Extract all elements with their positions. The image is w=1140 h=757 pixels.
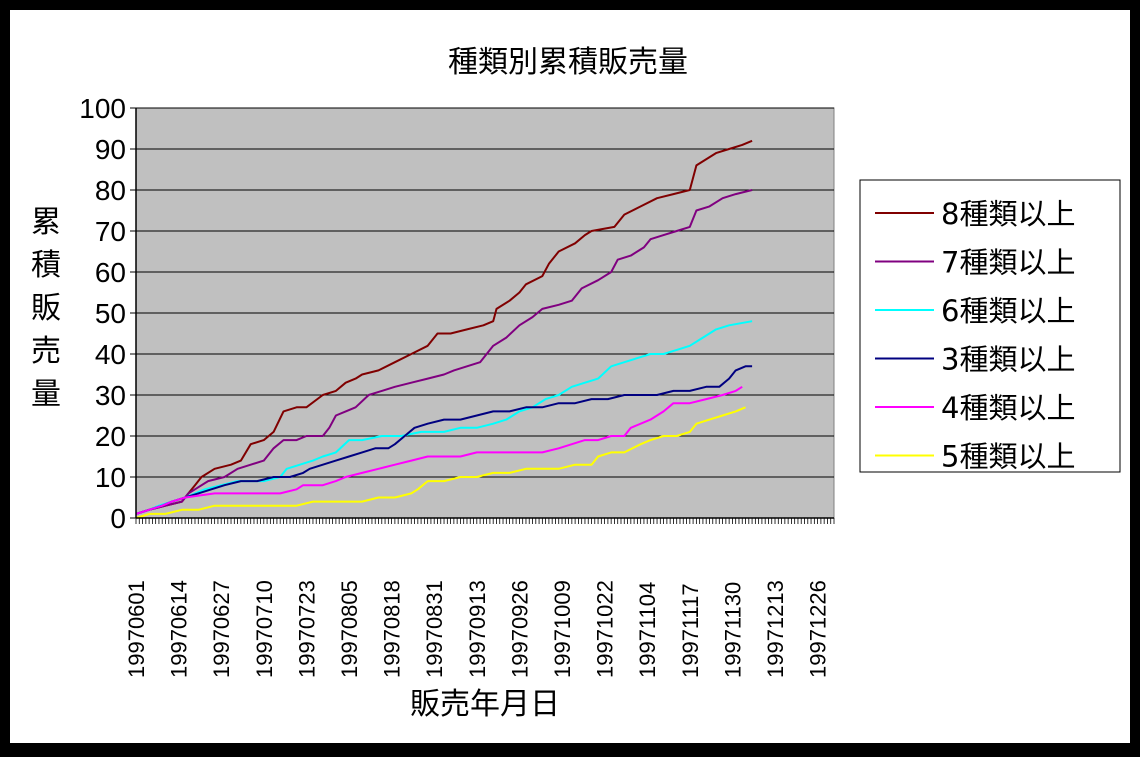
legend-label-1: 7種類以上 [941,246,1075,280]
x-tick-label-6: 19970818 [380,580,405,678]
series-line-1 [135,189,753,515]
x-tick-label-10: 19971009 [550,580,575,678]
x-tick-label-9: 19970926 [507,580,532,678]
y-axis-title-char: 累 [31,205,61,240]
x-tick-label-7: 19970831 [422,580,447,678]
legend-box [859,179,1121,473]
y-tick-label-5: 50 [95,298,126,329]
chart-title: 種類別累積販売量 [448,45,688,80]
x-tick-label-16: 19971226 [806,580,831,678]
gridlines [136,107,834,478]
x-tick-label-3: 19970710 [252,580,277,678]
x-tick-label-13: 19971117 [678,583,703,678]
legend-label-0: 8種類以上 [941,197,1075,231]
legend-label-4: 4種類以上 [941,391,1075,425]
y-tick-label-8: 80 [95,175,126,206]
y-axis-title: 累積販売量 [31,205,61,412]
series-line-0 [135,139,753,515]
x-minor-ticks [135,518,835,524]
y-axis-title-char: 売 [31,334,61,369]
x-tick-label-4: 19970723 [294,580,319,678]
x-tick-label-1: 19970614 [167,580,192,678]
y-tick-label-10: 100 [79,93,126,124]
y-axis-title-char: 積 [31,248,61,283]
y-axis-title-char: 販 [31,291,61,326]
y-tick-label-9: 90 [95,134,126,165]
x-tick-label-15: 19971213 [763,580,788,678]
y-axis-title-char: 量 [31,377,61,412]
legend: 8種類以上 7種類以上 6種類以上 3種類以上 4種類以上 5種類以上 [875,197,1075,474]
legend-label-5: 5種類以上 [941,440,1075,474]
x-tick-label-12: 19971104 [635,582,660,678]
y-tick-label-1: 10 [95,462,126,493]
x-axis-title: 販売年月日 [410,687,560,722]
x-tick-label-11: 19971022 [593,580,618,678]
chart-container: 種類別累積販売量 0 10 20 30 40 50 60 70 80 90 100 19970601… [10,10,1130,743]
chart-svg: 種類別累積販売量 0 10 20 30 40 50 60 70 80 90 100 19970601… [31,45,1121,722]
series-line-4 [135,385,743,515]
x-tick-label-14: 19971130 [720,582,745,678]
x-ticks: 19970601 19970614 19970627 19970710 19970723… [124,580,831,678]
x-tick-label-0: 19970601 [124,580,149,678]
y-tick-label-0: 0 [110,503,126,534]
y-tick-label-3: 30 [95,380,126,411]
legend-label-2: 6種類以上 [941,294,1075,328]
y-tick-label-7: 70 [95,216,126,247]
series-line-5 [135,406,746,519]
x-tick-label-2: 19970627 [209,580,234,678]
series-lines [135,139,753,519]
x-tick-label-8: 19970913 [465,580,490,678]
legend-label-3: 3種類以上 [941,343,1075,377]
y-tick-label-4: 40 [95,339,126,370]
y-tick-label-2: 20 [95,421,126,452]
series-line-3 [135,365,753,515]
y-tick-label-6: 60 [95,257,126,288]
y-ticks: 0 10 20 30 40 50 60 70 80 90 100 [79,93,136,534]
x-tick-label-5: 19970805 [337,580,362,678]
